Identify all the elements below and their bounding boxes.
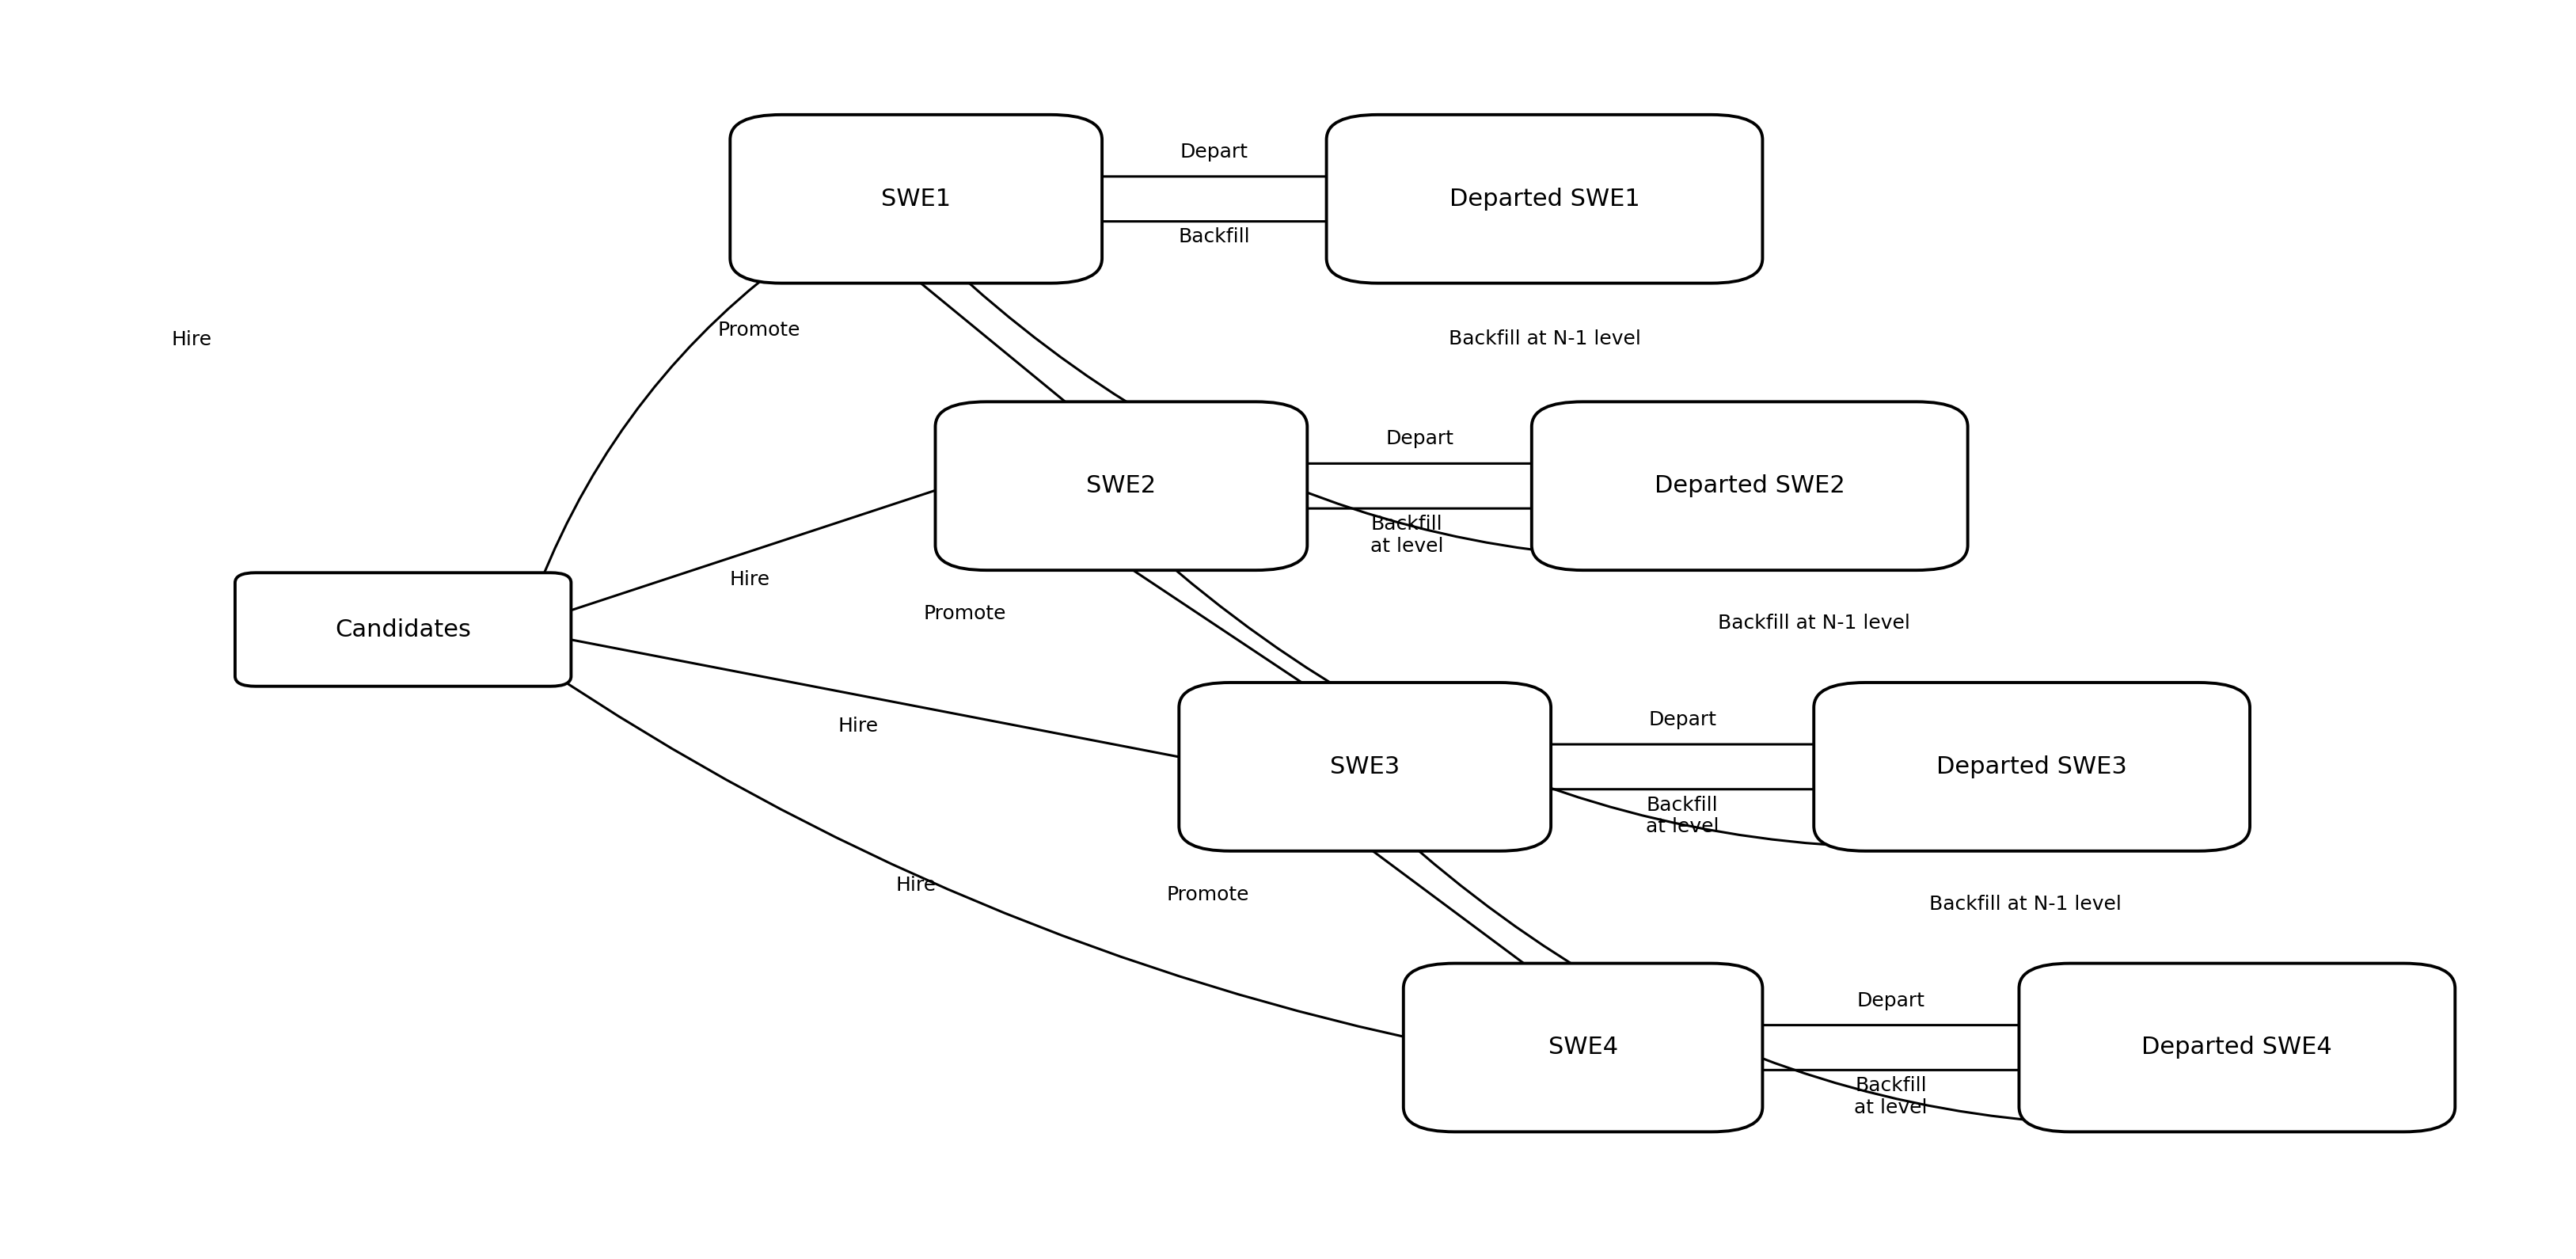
Text: Depart: Depart (1649, 710, 1716, 729)
Text: Backfill at N-1 level: Backfill at N-1 level (1448, 330, 1641, 349)
Text: SWE3: SWE3 (1329, 755, 1399, 778)
Text: Backfill
at level: Backfill at level (1855, 1076, 1927, 1117)
Text: Backfill at N-1 level: Backfill at N-1 level (1718, 613, 1909, 632)
Text: SWE2: SWE2 (1087, 475, 1157, 497)
FancyBboxPatch shape (1180, 682, 1551, 851)
Text: Promote: Promote (1167, 885, 1249, 904)
FancyBboxPatch shape (935, 402, 1306, 570)
Text: Promote: Promote (922, 604, 1005, 623)
Text: Departed SWE4: Departed SWE4 (2141, 1036, 2331, 1059)
Text: Departed SWE2: Departed SWE2 (1654, 475, 1844, 497)
Text: Departed SWE1: Departed SWE1 (1450, 188, 1641, 210)
Text: Backfill
at level: Backfill at level (1646, 796, 1718, 836)
FancyBboxPatch shape (234, 573, 572, 686)
FancyBboxPatch shape (1404, 963, 1762, 1132)
FancyBboxPatch shape (2020, 963, 2455, 1132)
Text: Candidates: Candidates (335, 618, 471, 641)
Text: Hire: Hire (170, 330, 211, 349)
Text: Backfill: Backfill (1177, 228, 1249, 247)
Text: SWE1: SWE1 (881, 188, 951, 210)
Text: Hire: Hire (896, 876, 935, 895)
Text: Hire: Hire (729, 570, 770, 589)
Text: Depart: Depart (1386, 429, 1453, 448)
Text: Hire: Hire (837, 716, 878, 735)
FancyBboxPatch shape (1327, 115, 1762, 283)
Text: Depart: Depart (1857, 991, 1924, 1010)
Text: Backfill
at level: Backfill at level (1370, 515, 1443, 555)
Text: SWE4: SWE4 (1548, 1036, 1618, 1059)
Text: Departed SWE3: Departed SWE3 (1937, 755, 2128, 778)
Text: Promote: Promote (719, 321, 801, 340)
FancyBboxPatch shape (1814, 682, 2249, 851)
Text: Backfill at N-1 level: Backfill at N-1 level (1929, 894, 2123, 914)
FancyBboxPatch shape (1533, 402, 1968, 570)
Text: Depart: Depart (1180, 142, 1249, 161)
FancyBboxPatch shape (729, 115, 1103, 283)
